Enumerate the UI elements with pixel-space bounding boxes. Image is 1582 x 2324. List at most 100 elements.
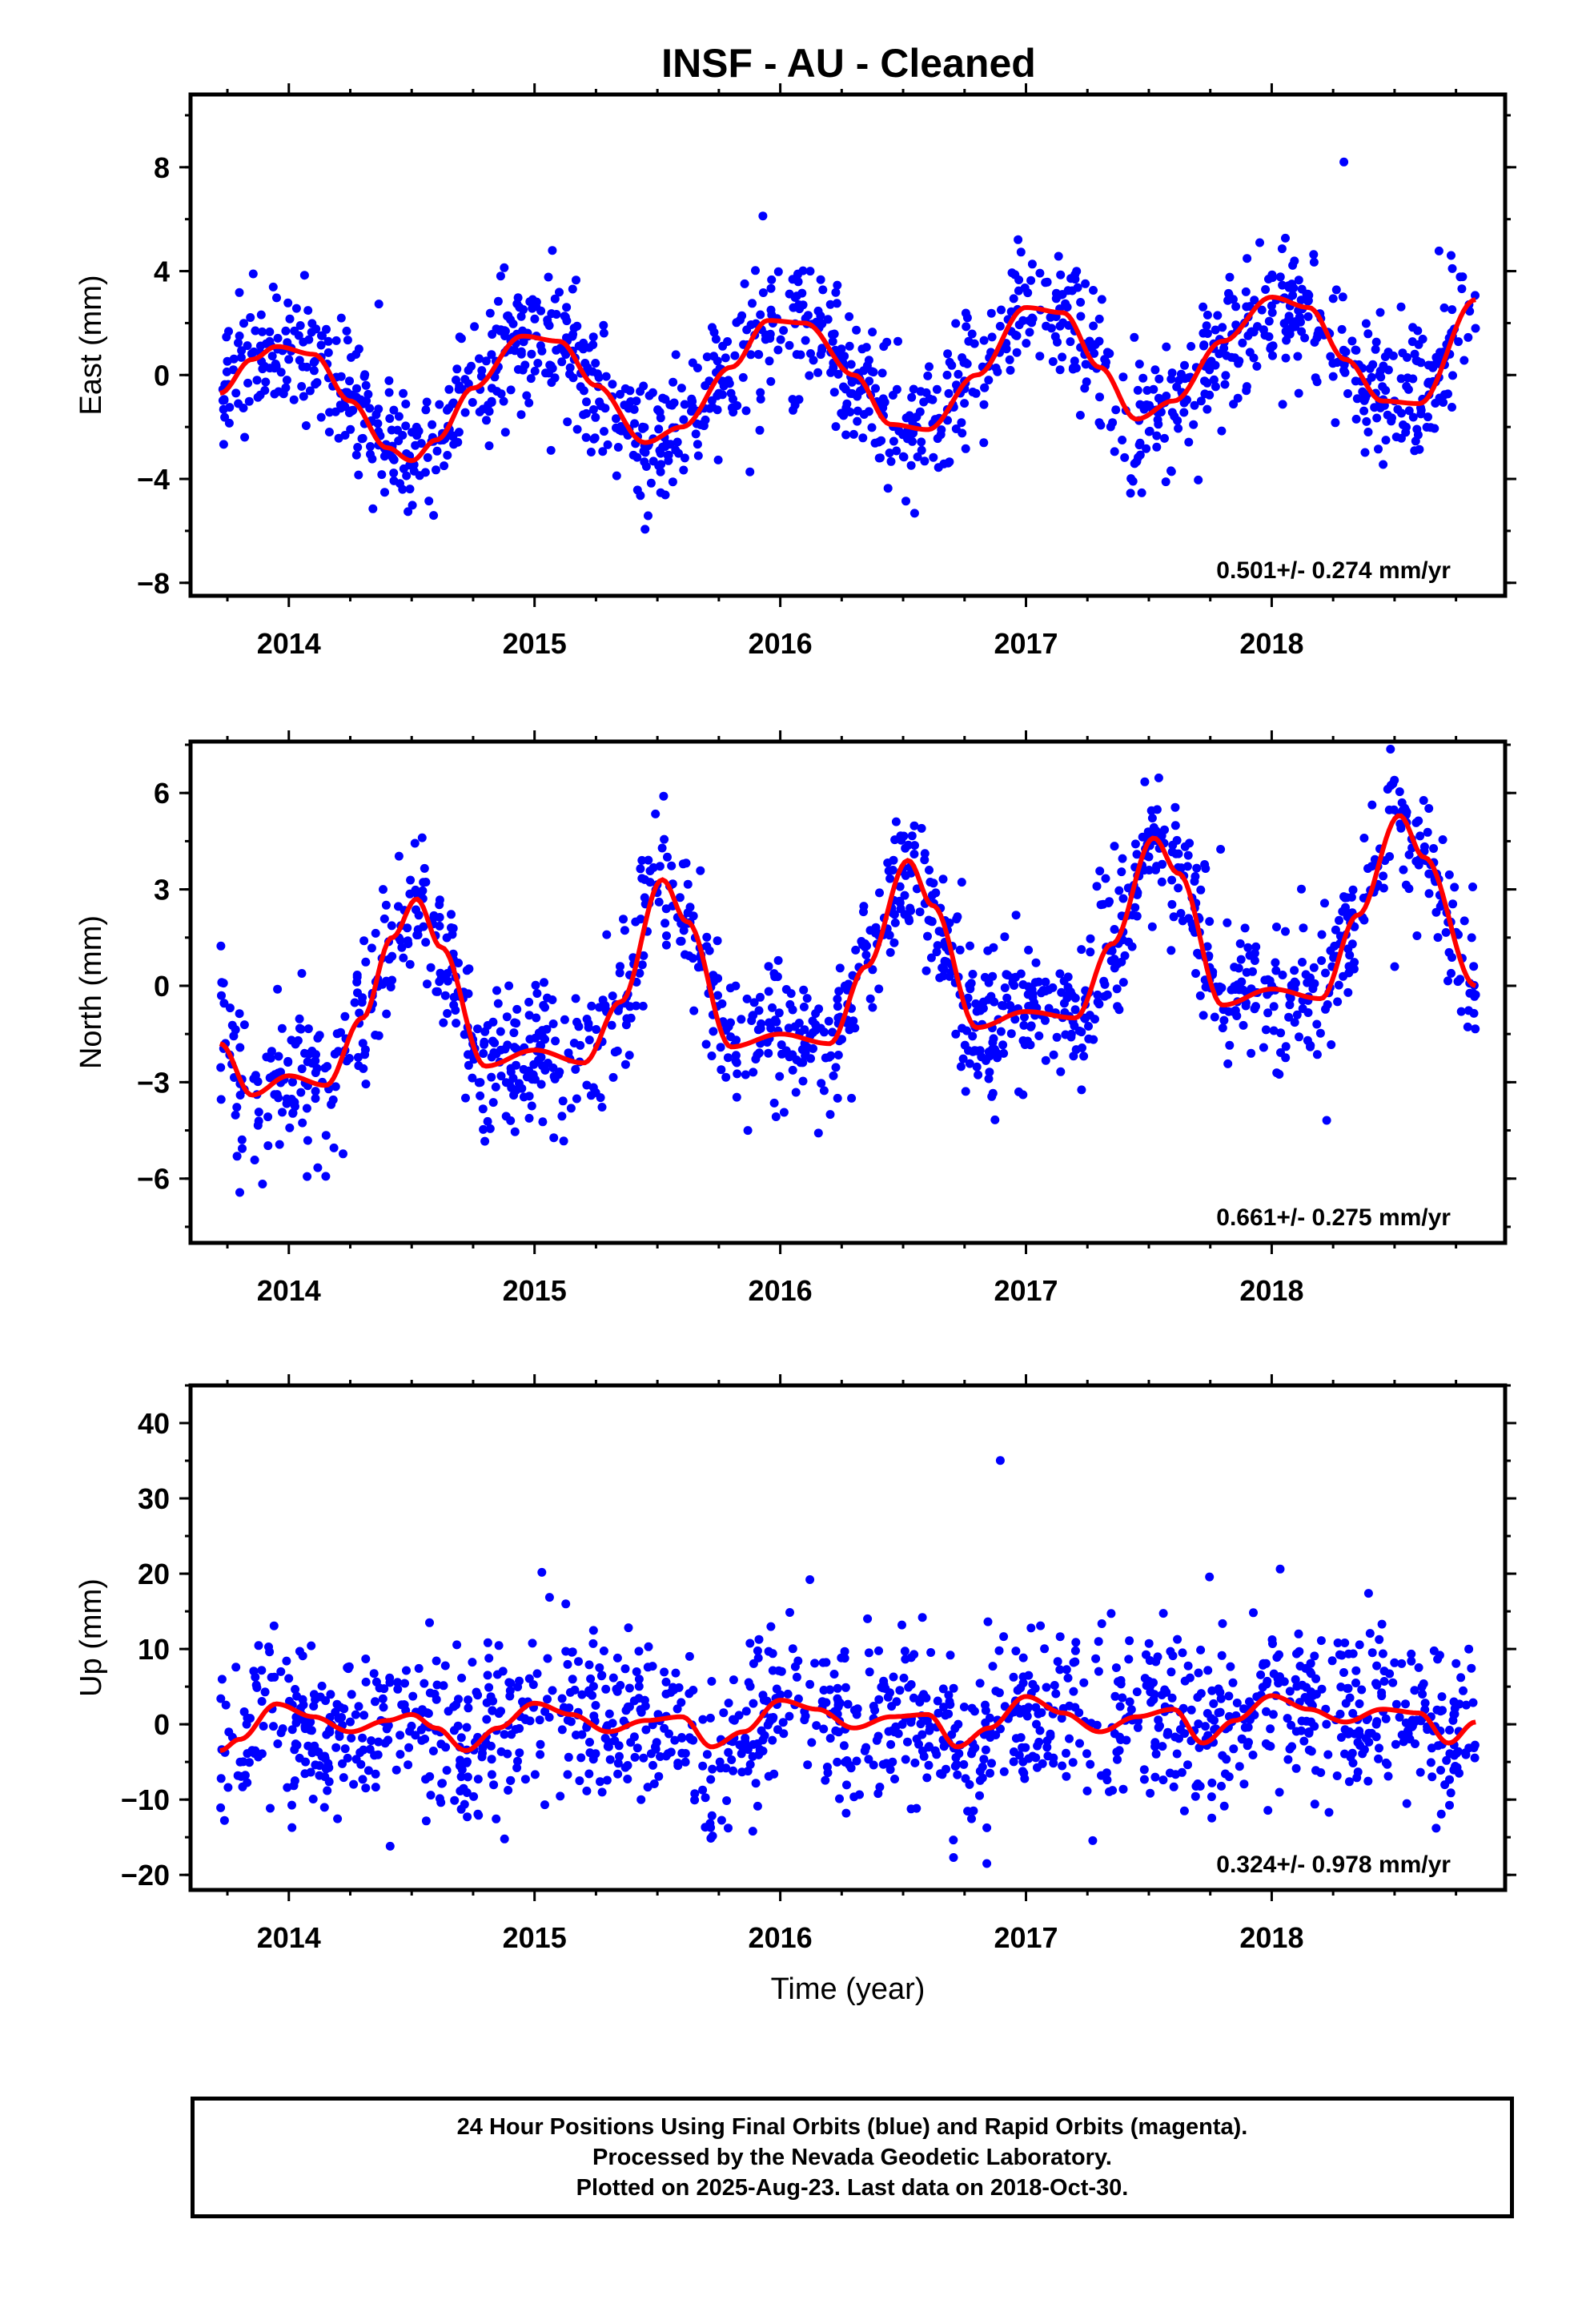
data-point — [1082, 1749, 1091, 1759]
data-point — [1298, 958, 1307, 967]
data-point — [498, 1667, 508, 1676]
data-point — [938, 963, 947, 972]
data-point — [408, 1691, 418, 1701]
data-point — [677, 1698, 686, 1707]
data-point — [874, 1646, 883, 1655]
data-point — [1347, 1748, 1357, 1758]
data-point — [635, 968, 644, 978]
data-point — [673, 1704, 682, 1714]
data-point — [537, 1567, 547, 1577]
data-point — [492, 986, 501, 995]
data-point — [668, 477, 677, 487]
data-point — [1217, 1781, 1226, 1791]
data-point — [960, 1040, 970, 1050]
data-point — [894, 426, 904, 436]
data-point — [239, 319, 248, 328]
data-point — [1202, 321, 1211, 331]
data-point — [1283, 1714, 1292, 1723]
data-point — [721, 353, 730, 363]
data-point — [424, 497, 434, 506]
data-point — [788, 1005, 797, 1015]
data-point — [713, 936, 722, 946]
data-point — [1111, 405, 1121, 415]
data-point — [1006, 365, 1015, 375]
data-point — [411, 1731, 420, 1740]
data-point — [453, 1721, 463, 1731]
data-point — [1372, 1661, 1382, 1671]
data-point — [504, 1786, 513, 1795]
data-point — [1066, 987, 1075, 996]
data-point — [548, 1686, 557, 1695]
data-point — [801, 1711, 810, 1721]
data-point — [571, 1064, 580, 1074]
data-point — [361, 1080, 371, 1089]
data-point — [989, 943, 998, 952]
data-point — [452, 1640, 462, 1650]
data-point — [990, 1115, 1000, 1124]
data-point — [449, 440, 459, 449]
data-point — [1009, 1757, 1018, 1767]
data-point — [414, 1663, 424, 1673]
data-point — [1456, 1007, 1466, 1016]
data-point — [511, 1043, 520, 1053]
data-point — [295, 1014, 304, 1023]
data-point — [1130, 332, 1139, 342]
data-point — [709, 328, 719, 337]
data-point — [805, 1575, 815, 1584]
data-point — [299, 337, 308, 347]
data-point — [741, 406, 751, 416]
data-point — [1149, 822, 1158, 832]
data-point — [643, 1663, 652, 1672]
data-point — [1068, 1758, 1078, 1767]
data-point — [404, 1760, 413, 1770]
data-point — [487, 1072, 496, 1082]
data-point — [1272, 923, 1281, 931]
data-point — [749, 1659, 758, 1668]
data-point — [742, 325, 752, 335]
data-point — [825, 1110, 835, 1120]
data-point — [359, 1711, 369, 1720]
data-point — [405, 959, 415, 969]
data-point — [263, 1141, 273, 1151]
data-point — [1158, 1775, 1168, 1785]
data-point — [510, 1127, 520, 1136]
data-point — [1042, 321, 1051, 331]
data-point — [1079, 1051, 1089, 1061]
data-point — [548, 246, 557, 255]
data-point — [1418, 334, 1427, 344]
data-point — [429, 511, 439, 521]
data-point — [1467, 933, 1476, 943]
data-point — [825, 1685, 835, 1695]
data-point — [1199, 302, 1208, 312]
data-point — [748, 299, 757, 308]
data-point — [301, 421, 311, 430]
data-point — [890, 1727, 899, 1737]
data-point — [1367, 372, 1376, 382]
data-point — [1067, 286, 1077, 296]
data-point — [489, 1047, 499, 1057]
data-point — [1312, 1019, 1322, 1029]
data-point — [932, 1750, 942, 1759]
data-point — [1239, 1704, 1248, 1714]
data-point — [371, 1031, 380, 1039]
data-point — [817, 345, 827, 355]
data-point — [464, 1050, 472, 1059]
data-point — [371, 1697, 379, 1707]
data-point — [999, 1048, 1009, 1058]
data-point — [1126, 1705, 1136, 1715]
data-point — [483, 1116, 492, 1126]
data-point — [531, 1033, 540, 1043]
data-point — [1294, 1629, 1303, 1638]
data-point — [1162, 392, 1171, 400]
data-point — [845, 1760, 854, 1770]
data-point — [925, 394, 934, 404]
data-point — [1315, 1028, 1325, 1038]
data-point — [766, 376, 776, 386]
data-point — [420, 1679, 429, 1688]
data-point — [527, 1101, 536, 1111]
data-point — [568, 1675, 577, 1684]
data-point — [586, 1674, 596, 1683]
data-point — [384, 955, 394, 964]
data-point — [939, 1703, 949, 1712]
data-point — [1185, 838, 1195, 848]
